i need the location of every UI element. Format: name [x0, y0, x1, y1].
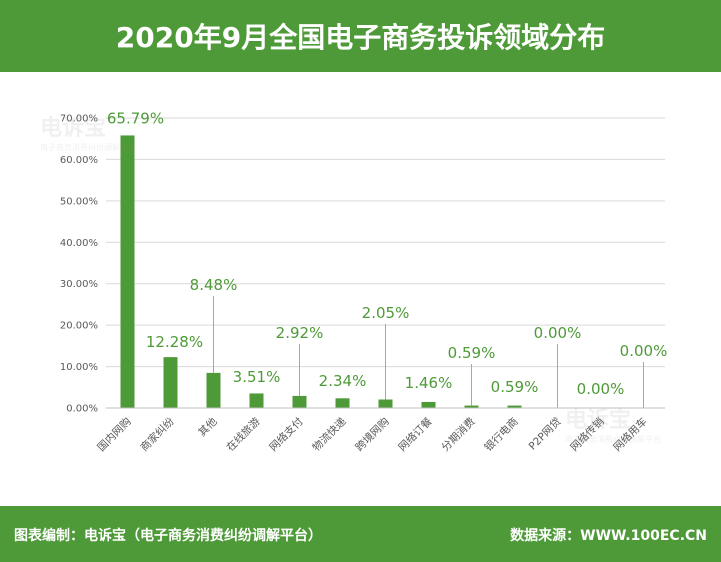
x-category-label: 其他: [196, 415, 220, 439]
y-tick-label: 10.00%: [60, 362, 98, 373]
bar: [421, 401, 436, 408]
data-label: 0.00%: [534, 324, 582, 342]
x-category-label: 银行电商: [482, 415, 521, 454]
y-tick-label: 20.00%: [60, 321, 98, 332]
data-label: 2.92%: [276, 324, 324, 342]
chart-header: 2020年9月全国电子商务投诉领域分布: [0, 0, 721, 72]
bar: [507, 405, 522, 408]
y-tick-label: 0.00%: [66, 404, 98, 415]
data-label: 0.59%: [448, 344, 496, 362]
x-category-label: P2P网贷: [526, 415, 564, 453]
watermark-subtitle: 电子商务消费纠纷调解平台: [565, 435, 661, 444]
x-category-label: 物流快递: [310, 415, 349, 454]
bar: [292, 395, 307, 408]
bar: [163, 357, 178, 408]
x-category-label: 网络支付: [267, 415, 306, 454]
data-label: 8.48%: [190, 276, 238, 294]
bar: [120, 135, 135, 408]
x-category-label: 商家纠纷: [138, 415, 177, 454]
data-label: 0.00%: [620, 342, 668, 360]
source-text: 数据来源：WWW.100EC.CN: [510, 528, 707, 544]
chart-title: 2020年9月全国电子商务投诉领域分布: [115, 21, 606, 54]
credit-text: 图表编制：电诉宝（电子商务消费纠纷调解平台）: [14, 528, 322, 544]
bar: [335, 398, 350, 408]
data-label: 2.34%: [319, 372, 367, 390]
y-tick-label: 60.00%: [60, 155, 98, 166]
data-label: 65.79%: [107, 109, 164, 127]
data-label: 2.05%: [362, 304, 410, 322]
x-category-label: 网络订餐: [396, 415, 435, 454]
watermark-subtitle: 电子商务消费纠纷调解平台: [40, 143, 136, 152]
y-tick-label: 40.00%: [60, 238, 98, 249]
bar: [464, 405, 479, 408]
chart-area: 电诉宝 电子商务消费纠纷调解平台 电诉宝 电子商务消费纠纷调解平台 0.00% 1…: [0, 72, 721, 506]
data-label: 12.28%: [146, 333, 203, 351]
bar-chart: 0.00% 10.00% 20.00% 30.00% 40.00% 50.00% 60.00…: [60, 109, 668, 454]
data-label: 1.46%: [405, 374, 453, 392]
watermark-name: 电诉宝: [565, 408, 632, 433]
y-tick-label: 30.00%: [60, 279, 98, 290]
bar: [378, 399, 393, 408]
y-tick-label: 50.00%: [60, 196, 98, 207]
x-category-label: 分期消费: [439, 415, 478, 454]
watermark-name: 电诉宝: [40, 116, 107, 141]
bar: [206, 372, 221, 408]
y-tick-label: 70.00%: [60, 114, 98, 125]
watermark-logo-left: 电诉宝 电子商务消费纠纷调解平台: [40, 110, 136, 153]
x-category-label: 在线旅游: [224, 415, 263, 454]
x-category-label: 国内网购: [95, 415, 134, 454]
bar: [249, 393, 264, 408]
data-label: 0.59%: [491, 378, 539, 396]
data-label: 0.00%: [577, 380, 625, 398]
x-category-label: 跨境网购: [353, 415, 392, 454]
chart-footer: 图表编制：电诉宝（电子商务消费纠纷调解平台） 数据来源：WWW.100EC.CN: [0, 506, 721, 562]
data-label: 3.51%: [233, 368, 281, 386]
watermark-logo-right: 电诉宝 电子商务消费纠纷调解平台: [565, 402, 661, 445]
